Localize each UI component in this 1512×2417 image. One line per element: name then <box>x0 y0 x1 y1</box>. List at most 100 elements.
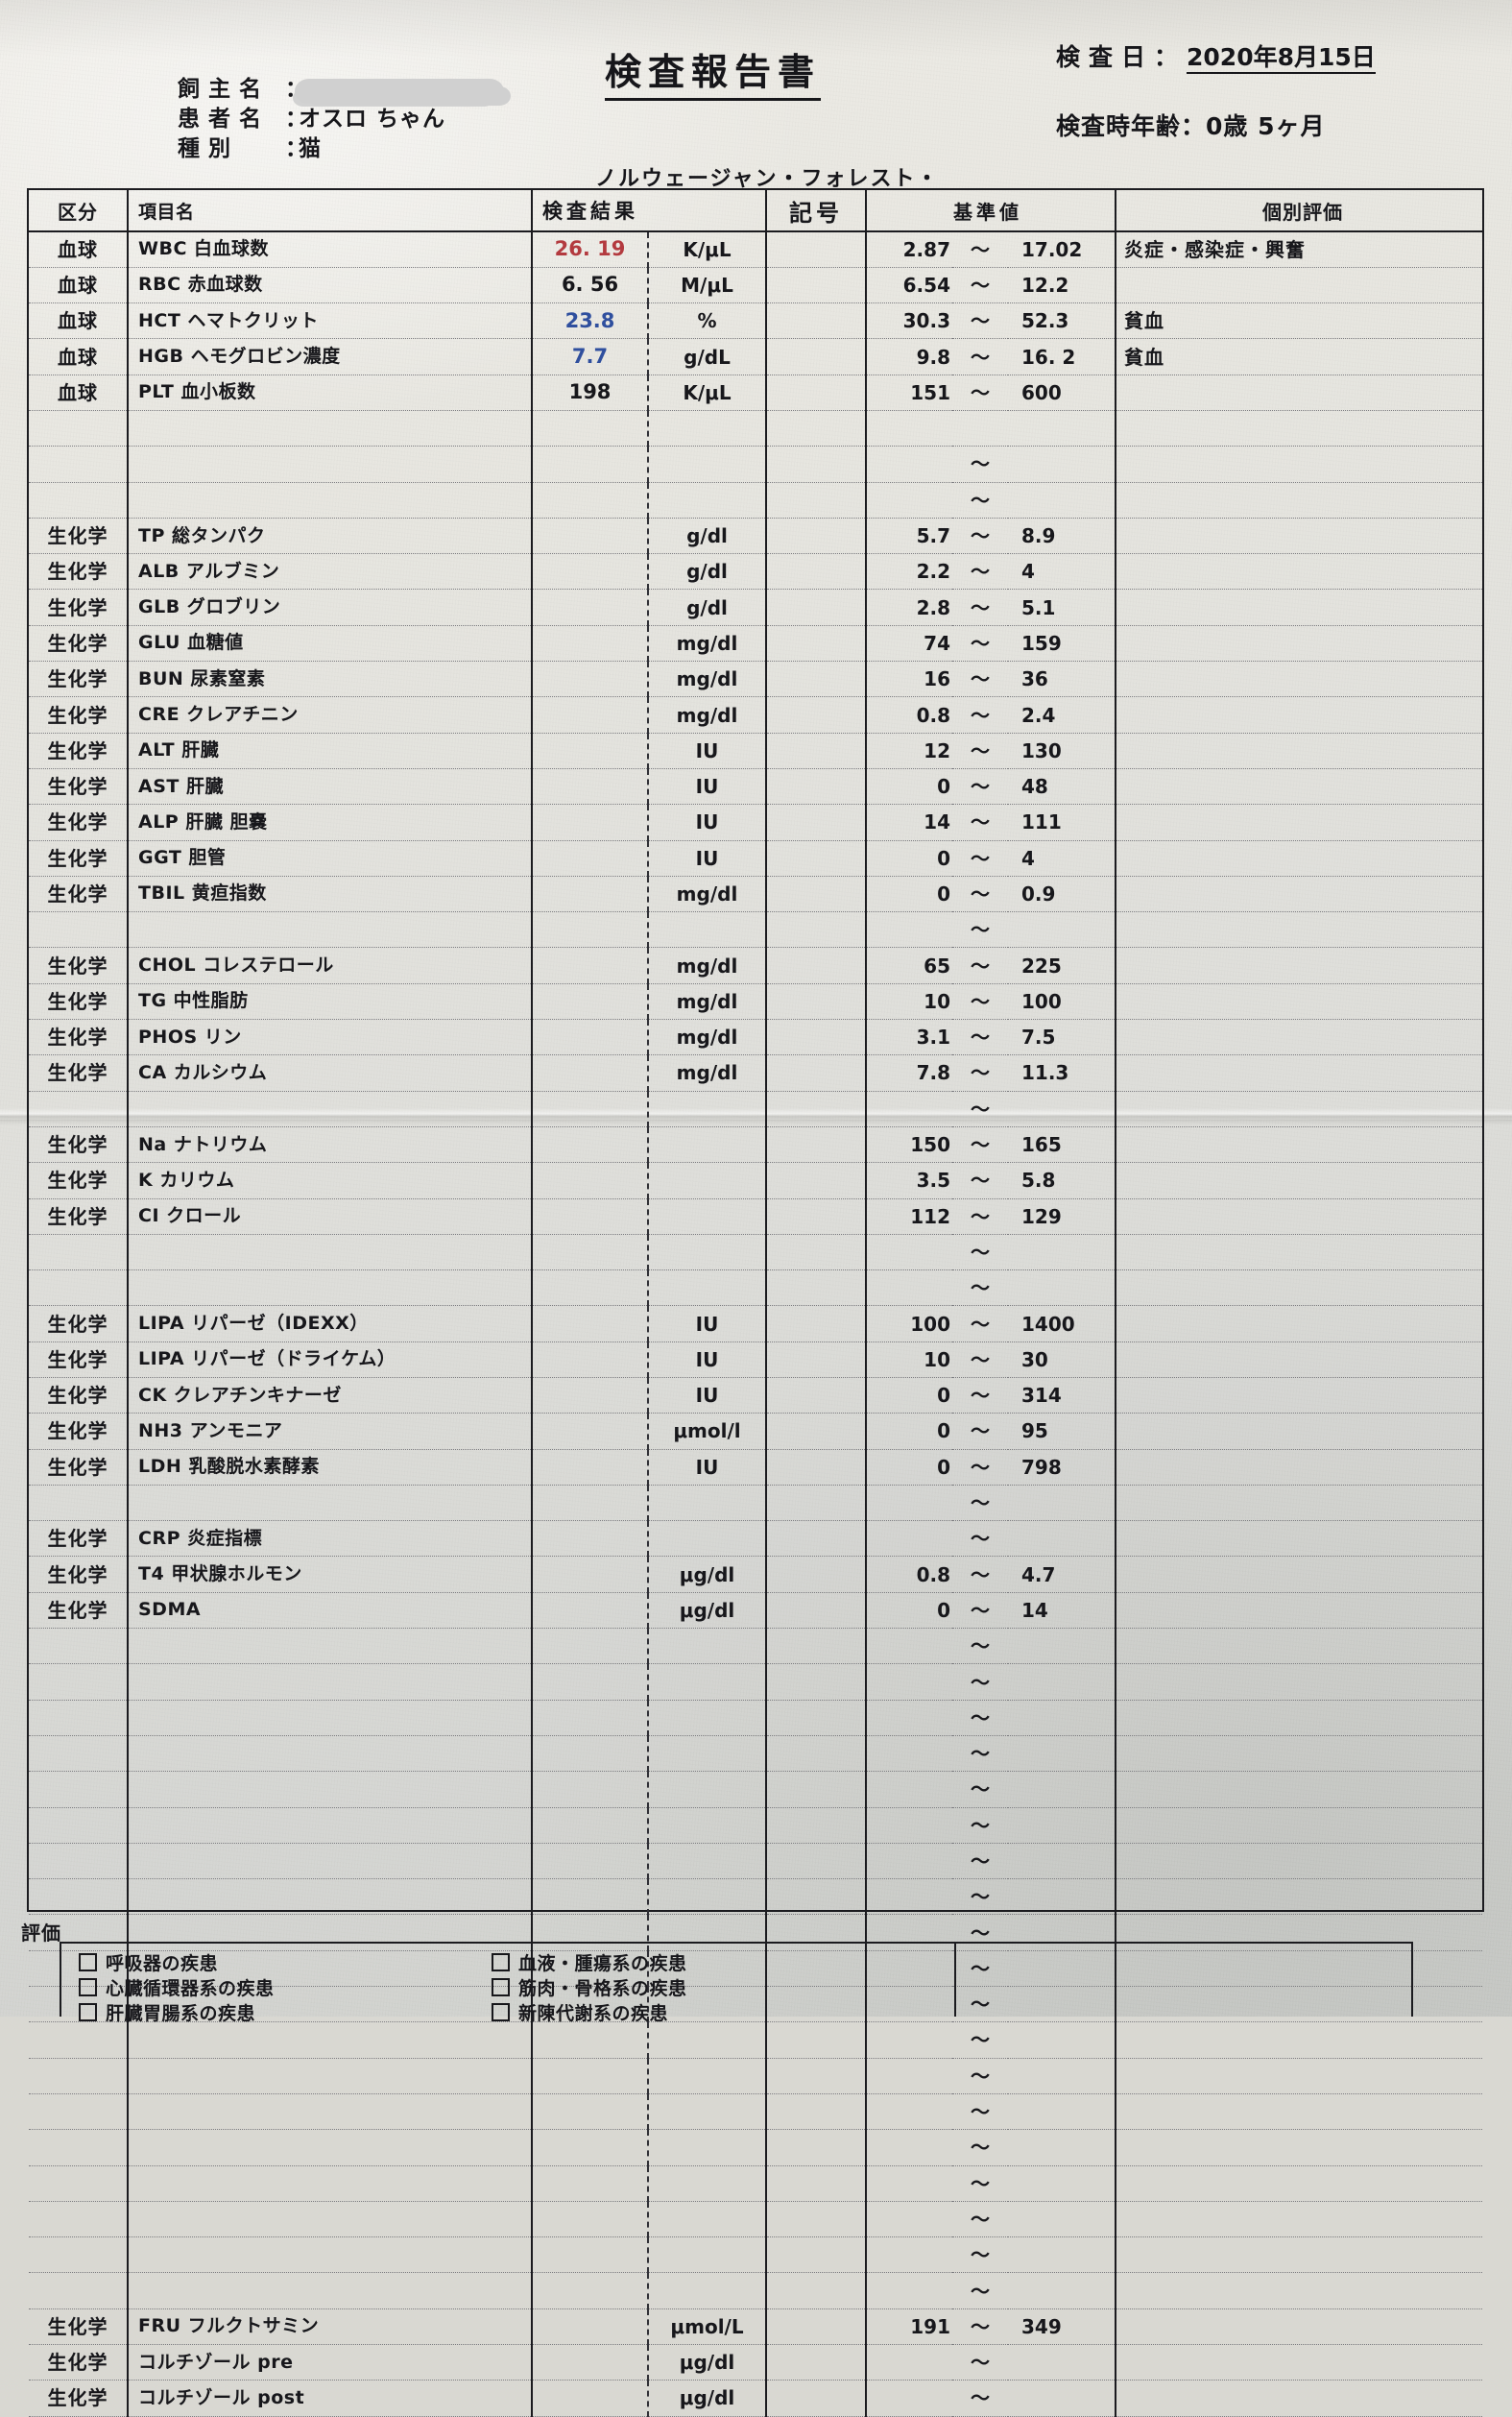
cell-reference-tilde: 〜 <box>952 1341 1008 1379</box>
checkbox-icon[interactable] <box>492 1952 510 1971</box>
table-row: 生化学 SDMA μg/dl 0 〜 14 <box>29 1592 1482 1630</box>
cell-evaluation <box>1116 2344 1482 2381</box>
table-row: 〜 <box>29 1807 1482 1844</box>
cell-reference-high <box>1008 2165 1116 2202</box>
cell-result-unit: IU <box>648 1377 767 1414</box>
cell-result-unit <box>648 2236 767 2274</box>
checkbox-label: 呼吸器の疾患 <box>106 1952 219 1974</box>
cell-evaluation <box>1116 696 1482 734</box>
evaluation-checkbox-a-2[interactable]: 肝臓胃腸系の疾患 <box>79 1999 474 2024</box>
checkbox-icon[interactable] <box>79 1977 97 1996</box>
cell-result-unit <box>648 1663 767 1701</box>
table-row: 〜 <box>29 1234 1482 1271</box>
cell-result-value <box>532 625 649 663</box>
cell-reference-tilde <box>952 410 1008 447</box>
cell-reference-high: 1400 <box>1008 1305 1116 1342</box>
cell-result-unit: IU <box>648 1341 767 1379</box>
table-row <box>29 410 1482 447</box>
cell-division: 生化学 <box>29 1198 129 1235</box>
patient-name-value: オスロ ちゃん <box>299 107 446 132</box>
cell-evaluation <box>1116 876 1482 913</box>
cell-division: 生化学 <box>29 1520 129 1558</box>
cell-reference-high: 5.1 <box>1008 589 1116 626</box>
table-row: 〜 <box>29 1485 1482 1522</box>
cell-result-value <box>532 1556 649 1593</box>
cell-symbol <box>766 2344 867 2381</box>
cell-evaluation <box>1116 2201 1482 2238</box>
cell-result-unit: K/μL <box>648 231 767 268</box>
cell-evaluation <box>1116 947 1482 984</box>
cell-item-name: コルチゾール pre <box>128 2344 533 2381</box>
table-row: 〜 <box>29 2129 1482 2166</box>
checkbox-icon[interactable] <box>492 2002 510 2021</box>
cell-result-value <box>532 2058 649 2094</box>
table-head: 区分 項目名 検査結果 記号 基準値 個別評価 <box>29 190 1482 232</box>
cell-reference-high <box>1008 2236 1116 2274</box>
cell-result-unit <box>648 1485 767 1522</box>
cell-reference-high: 17.02 <box>1008 231 1116 268</box>
table-row: 〜 <box>29 2021 1482 2059</box>
cell-reference-high <box>1008 1520 1116 1558</box>
cell-symbol <box>766 375 867 411</box>
cell-reference-high: 30 <box>1008 1341 1116 1379</box>
exam-date-label: 検査日： <box>1056 43 1188 71</box>
cell-evaluation <box>1116 625 1482 663</box>
cell-reference-low <box>866 446 952 483</box>
cell-evaluation <box>1116 1950 1482 1988</box>
table-row: 生化学 GLU 血糖値 mg/dl 74 〜 159 <box>29 625 1482 663</box>
table-row: 生化学 GLB グロブリン g/dl 2.8 〜 5.1 <box>29 589 1482 626</box>
checkbox-icon[interactable] <box>492 1977 510 1996</box>
cell-reference-low: 112 <box>866 1198 952 1235</box>
cell-reference-tilde: 〜 <box>952 1198 1008 1235</box>
table-row: 生化学 TG 中性脂肪 mg/dl 10 〜 100 <box>29 983 1482 1021</box>
cell-division <box>29 1269 129 1307</box>
cell-reference-low: 2.8 <box>866 589 952 626</box>
cell-division: 生化学 <box>29 1305 129 1342</box>
cell-item-name <box>128 2129 533 2166</box>
cell-symbol <box>766 553 867 591</box>
cell-item-name: LIPA リパーゼ（ドライケム） <box>128 1341 533 1379</box>
cell-division <box>29 2165 129 2202</box>
cell-result-value <box>532 2201 649 2238</box>
evaluation-checkbox-b-2[interactable]: 新陳代謝系の疾患 <box>492 1999 954 2024</box>
species-label: 種別 <box>178 136 239 161</box>
cell-reference-low: 151 <box>866 375 952 411</box>
cell-evaluation <box>1116 911 1482 949</box>
cell-result-value <box>532 911 649 949</box>
cell-result-unit <box>648 2058 767 2094</box>
table-row: 生化学 NH3 アンモニア μmol/l 0 〜 95 <box>29 1413 1482 1450</box>
checkbox-icon[interactable] <box>79 2002 97 2021</box>
cell-result-value <box>532 1807 649 1844</box>
evaluation-checkbox-a-0[interactable]: 呼吸器の疾患 <box>79 1949 474 1974</box>
evaluation-checkbox-a-1[interactable]: 心臓循環器系の疾患 <box>79 1974 474 1999</box>
cell-reference-low: 0 <box>866 1592 952 1630</box>
cell-item-name <box>128 2236 533 2274</box>
cell-result-value <box>532 1269 649 1307</box>
cell-reference-tilde: 〜 <box>952 625 1008 663</box>
cell-reference-low <box>866 2272 952 2309</box>
cell-reference-tilde: 〜 <box>952 2380 1008 2417</box>
cell-reference-low: 14 <box>866 804 952 841</box>
cell-symbol <box>766 1735 867 1773</box>
cell-division: 生化学 <box>29 1019 129 1056</box>
cell-reference-high <box>1008 911 1116 949</box>
table-row: 生化学 K カリウム 3.5 〜 5.8 <box>29 1162 1482 1199</box>
table-row: 生化学 GGT 胆管 IU 0 〜 4 <box>29 840 1482 877</box>
table-row: 生化学 コルチゾール pre μg/dl 〜 <box>29 2344 1482 2381</box>
cell-result-unit <box>648 911 767 949</box>
cell-result-unit <box>648 1126 767 1164</box>
cell-symbol <box>766 733 867 769</box>
evaluation-checkbox-b-0[interactable]: 血液・腫瘍系の疾患 <box>492 1949 954 1974</box>
table-row: 〜 <box>29 1914 1482 1951</box>
cell-result-value <box>532 1054 649 1092</box>
cell-evaluation <box>1116 553 1482 591</box>
evaluation-section-label: 評価 <box>21 1922 61 1945</box>
cell-division: 生化学 <box>29 804 129 841</box>
evaluation-checkbox-b-1[interactable]: 筋肉・骨格系の疾患 <box>492 1974 954 1999</box>
cell-division <box>29 1807 129 1844</box>
cell-item-name: CI クロール <box>128 1198 533 1235</box>
cell-reference-low: 0 <box>866 1413 952 1450</box>
cell-division: 生化学 <box>29 1413 129 1450</box>
checkbox-icon[interactable] <box>79 1952 97 1971</box>
cell-reference-tilde: 〜 <box>952 768 1008 806</box>
